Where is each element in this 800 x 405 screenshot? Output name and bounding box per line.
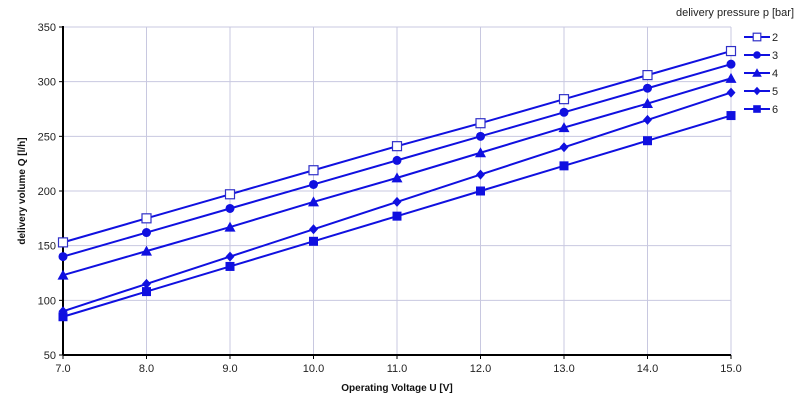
square-marker (309, 236, 318, 246)
circle-marker (753, 51, 761, 59)
x-axis-ticks: 7.0 8.0 9.0 10.0 11.0 12.0 13.0 14.0 15.0 (55, 355, 742, 375)
square-open-marker (57, 237, 69, 248)
y-tick-label: 150 (38, 241, 56, 253)
x-tick-label: 8.0 (139, 363, 154, 375)
triangle-marker (475, 147, 486, 158)
square-open-marker (642, 70, 653, 81)
triangle-marker (224, 221, 236, 232)
triangle-marker (558, 122, 570, 133)
square-marker (392, 211, 402, 221)
legend-label: 5 (772, 86, 778, 98)
square-open-marker (308, 165, 319, 176)
diamond-marker (392, 196, 402, 207)
square-marker (142, 287, 151, 297)
square-marker (559, 161, 569, 171)
diamond-marker (142, 278, 151, 289)
y-tick-label: 250 (38, 131, 56, 143)
square-open-marker (752, 32, 762, 42)
diamond-marker (726, 87, 736, 98)
triangle-marker (642, 98, 653, 109)
series-4 (57, 72, 737, 280)
y-tick-label: 350 (38, 22, 56, 34)
x-tick-label: 12.0 (470, 363, 491, 375)
x-tick-label: 10.0 (303, 363, 324, 375)
triangle-marker (57, 269, 69, 280)
square-marker (476, 186, 485, 196)
circle-marker (559, 107, 569, 117)
circle-marker (726, 59, 736, 69)
legend-label: 6 (772, 104, 778, 116)
circle-marker (225, 203, 235, 213)
square-open-marker (141, 213, 152, 224)
square-marker (643, 136, 652, 146)
y-tick-label: 300 (38, 77, 56, 89)
series-2 (57, 45, 737, 248)
series-3 (58, 59, 736, 262)
legend-item-3: 3 (744, 50, 778, 62)
legend-label: 4 (772, 68, 778, 80)
y-tick-label: 200 (38, 186, 56, 198)
legend-title: delivery pressure p [bar] (676, 7, 794, 19)
circle-marker (142, 228, 151, 238)
series-5 (58, 87, 736, 317)
x-tick-label: 9.0 (222, 363, 237, 375)
x-tick-label: 11.0 (387, 363, 408, 375)
x-tick-label: 14.0 (637, 363, 658, 375)
square-marker (225, 261, 235, 271)
triangle-marker (752, 68, 762, 77)
legend: 2 3 4 5 6 (744, 32, 778, 116)
legend-item-5: 5 (744, 86, 778, 98)
circle-marker (58, 252, 68, 262)
diamond-marker (225, 251, 235, 262)
series-6 (58, 111, 736, 322)
legend-item-4: 4 (744, 68, 778, 80)
circle-marker (309, 179, 318, 189)
legend-label: 3 (772, 50, 778, 62)
square-open-marker (725, 45, 737, 57)
legend-item-6: 6 (744, 104, 778, 116)
triangle-marker (725, 72, 737, 83)
x-axis-title: Operating Voltage U [V] (341, 383, 453, 394)
circle-marker (643, 83, 652, 93)
grid-lines (63, 26, 732, 355)
y-tick-label: 50 (44, 350, 56, 362)
legend-item-2: 2 (744, 32, 778, 44)
data-series (57, 45, 737, 322)
square-open-marker (391, 141, 403, 152)
square-marker (726, 111, 736, 121)
triangle-marker (391, 172, 403, 183)
y-axis-ticks: 50 100 150 200 250 300 350 (38, 22, 63, 362)
x-tick-label: 15.0 (720, 363, 741, 375)
legend-label: 2 (772, 32, 778, 44)
triangle-marker (308, 196, 319, 207)
square-marker (58, 312, 68, 322)
square-open-marker (558, 94, 570, 105)
diamond-marker (476, 169, 485, 180)
square-open-marker (475, 118, 486, 129)
circle-marker (392, 155, 402, 165)
square-marker (753, 105, 761, 113)
diamond-marker (309, 224, 318, 235)
diamond-marker (559, 142, 569, 153)
circle-marker (476, 131, 485, 141)
x-tick-label: 13.0 (553, 363, 574, 375)
diamond-marker (753, 86, 761, 96)
y-tick-label: 100 (38, 295, 56, 307)
triangle-marker (141, 245, 152, 256)
square-open-marker (224, 189, 236, 200)
diamond-marker (643, 114, 652, 125)
x-tick-label: 7.0 (55, 363, 70, 375)
y-axis-title: delivery volume Q [l/h] (17, 137, 28, 244)
